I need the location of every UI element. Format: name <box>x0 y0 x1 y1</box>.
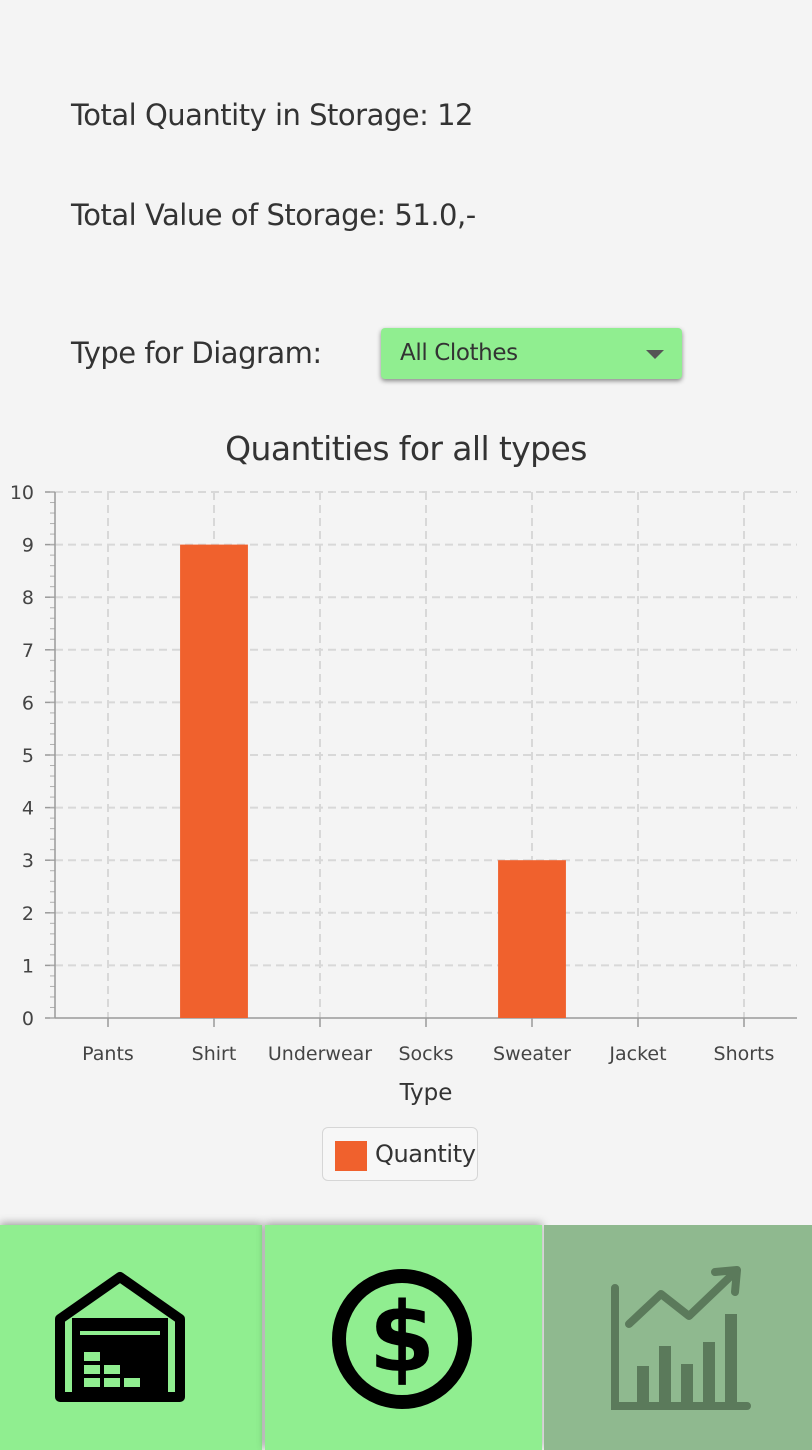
dollar-icon: $ <box>332 1269 472 1409</box>
chart-title: Quantities for all types <box>225 429 587 468</box>
diagram-type-selected: All Clothes <box>400 340 518 366</box>
nav-storage-tab[interactable] <box>0 1225 262 1450</box>
y-tick-label: 1 <box>22 955 34 977</box>
chart-growth-icon <box>611 1266 751 1410</box>
chart-bars <box>180 544 566 1018</box>
bar-sweater <box>498 860 566 1018</box>
chart-legend: Quantity <box>322 1127 478 1181</box>
x-tick-label: Socks <box>398 1043 453 1065</box>
y-tick-label: 0 <box>22 1008 34 1030</box>
legend-swatch <box>335 1141 367 1171</box>
x-tick-label: Sweater <box>493 1043 571 1065</box>
chevron-down-icon <box>646 350 664 359</box>
y-tick-label: 8 <box>22 587 34 609</box>
y-tick-label: 4 <box>22 798 34 820</box>
chart-grid <box>55 491 797 1018</box>
svg-text:$: $ <box>369 1282 436 1394</box>
nav-statistics-tab[interactable] <box>544 1225 812 1450</box>
legend-label: Quantity <box>375 1140 476 1168</box>
total-value-text: Total Value of Storage: 51.0,- <box>71 198 476 232</box>
bar-shirt <box>180 544 248 1018</box>
x-tick-label: Shorts <box>714 1043 775 1065</box>
chart-axes <box>45 491 797 1027</box>
total-quantity-text: Total Quantity in Storage: 12 <box>71 98 474 132</box>
diagram-type-dropdown[interactable]: All Clothes <box>381 328 682 379</box>
y-tick-label: 9 <box>22 535 34 557</box>
diagram-type-label: Type for Diagram: <box>71 336 322 370</box>
x-tick-label: Shirt <box>192 1043 237 1065</box>
x-tick-label: Jacket <box>608 1043 666 1065</box>
y-tick-label: 3 <box>22 850 34 872</box>
y-tick-label: 6 <box>22 692 34 714</box>
y-tick-label: 10 <box>10 482 34 504</box>
y-tick-label: 7 <box>22 640 34 662</box>
chart-labels: 0 1 2 3 4 5 6 7 8 9 10 Pants Shirt Underwear Socks Swea… <box>10 482 775 1065</box>
y-tick-label: 5 <box>22 745 34 767</box>
x-axis-title: Type <box>399 1080 453 1106</box>
x-tick-label: Pants <box>82 1043 134 1065</box>
nav-value-tab[interactable]: $ <box>265 1225 542 1450</box>
y-tick-label: 2 <box>22 903 34 925</box>
x-tick-label: Underwear <box>268 1043 372 1065</box>
warehouse-icon <box>55 1272 185 1402</box>
bar-chart: 0 1 2 3 4 5 6 7 8 9 10 Pants Shirt Underwear Socks Swea… <box>10 482 797 1106</box>
